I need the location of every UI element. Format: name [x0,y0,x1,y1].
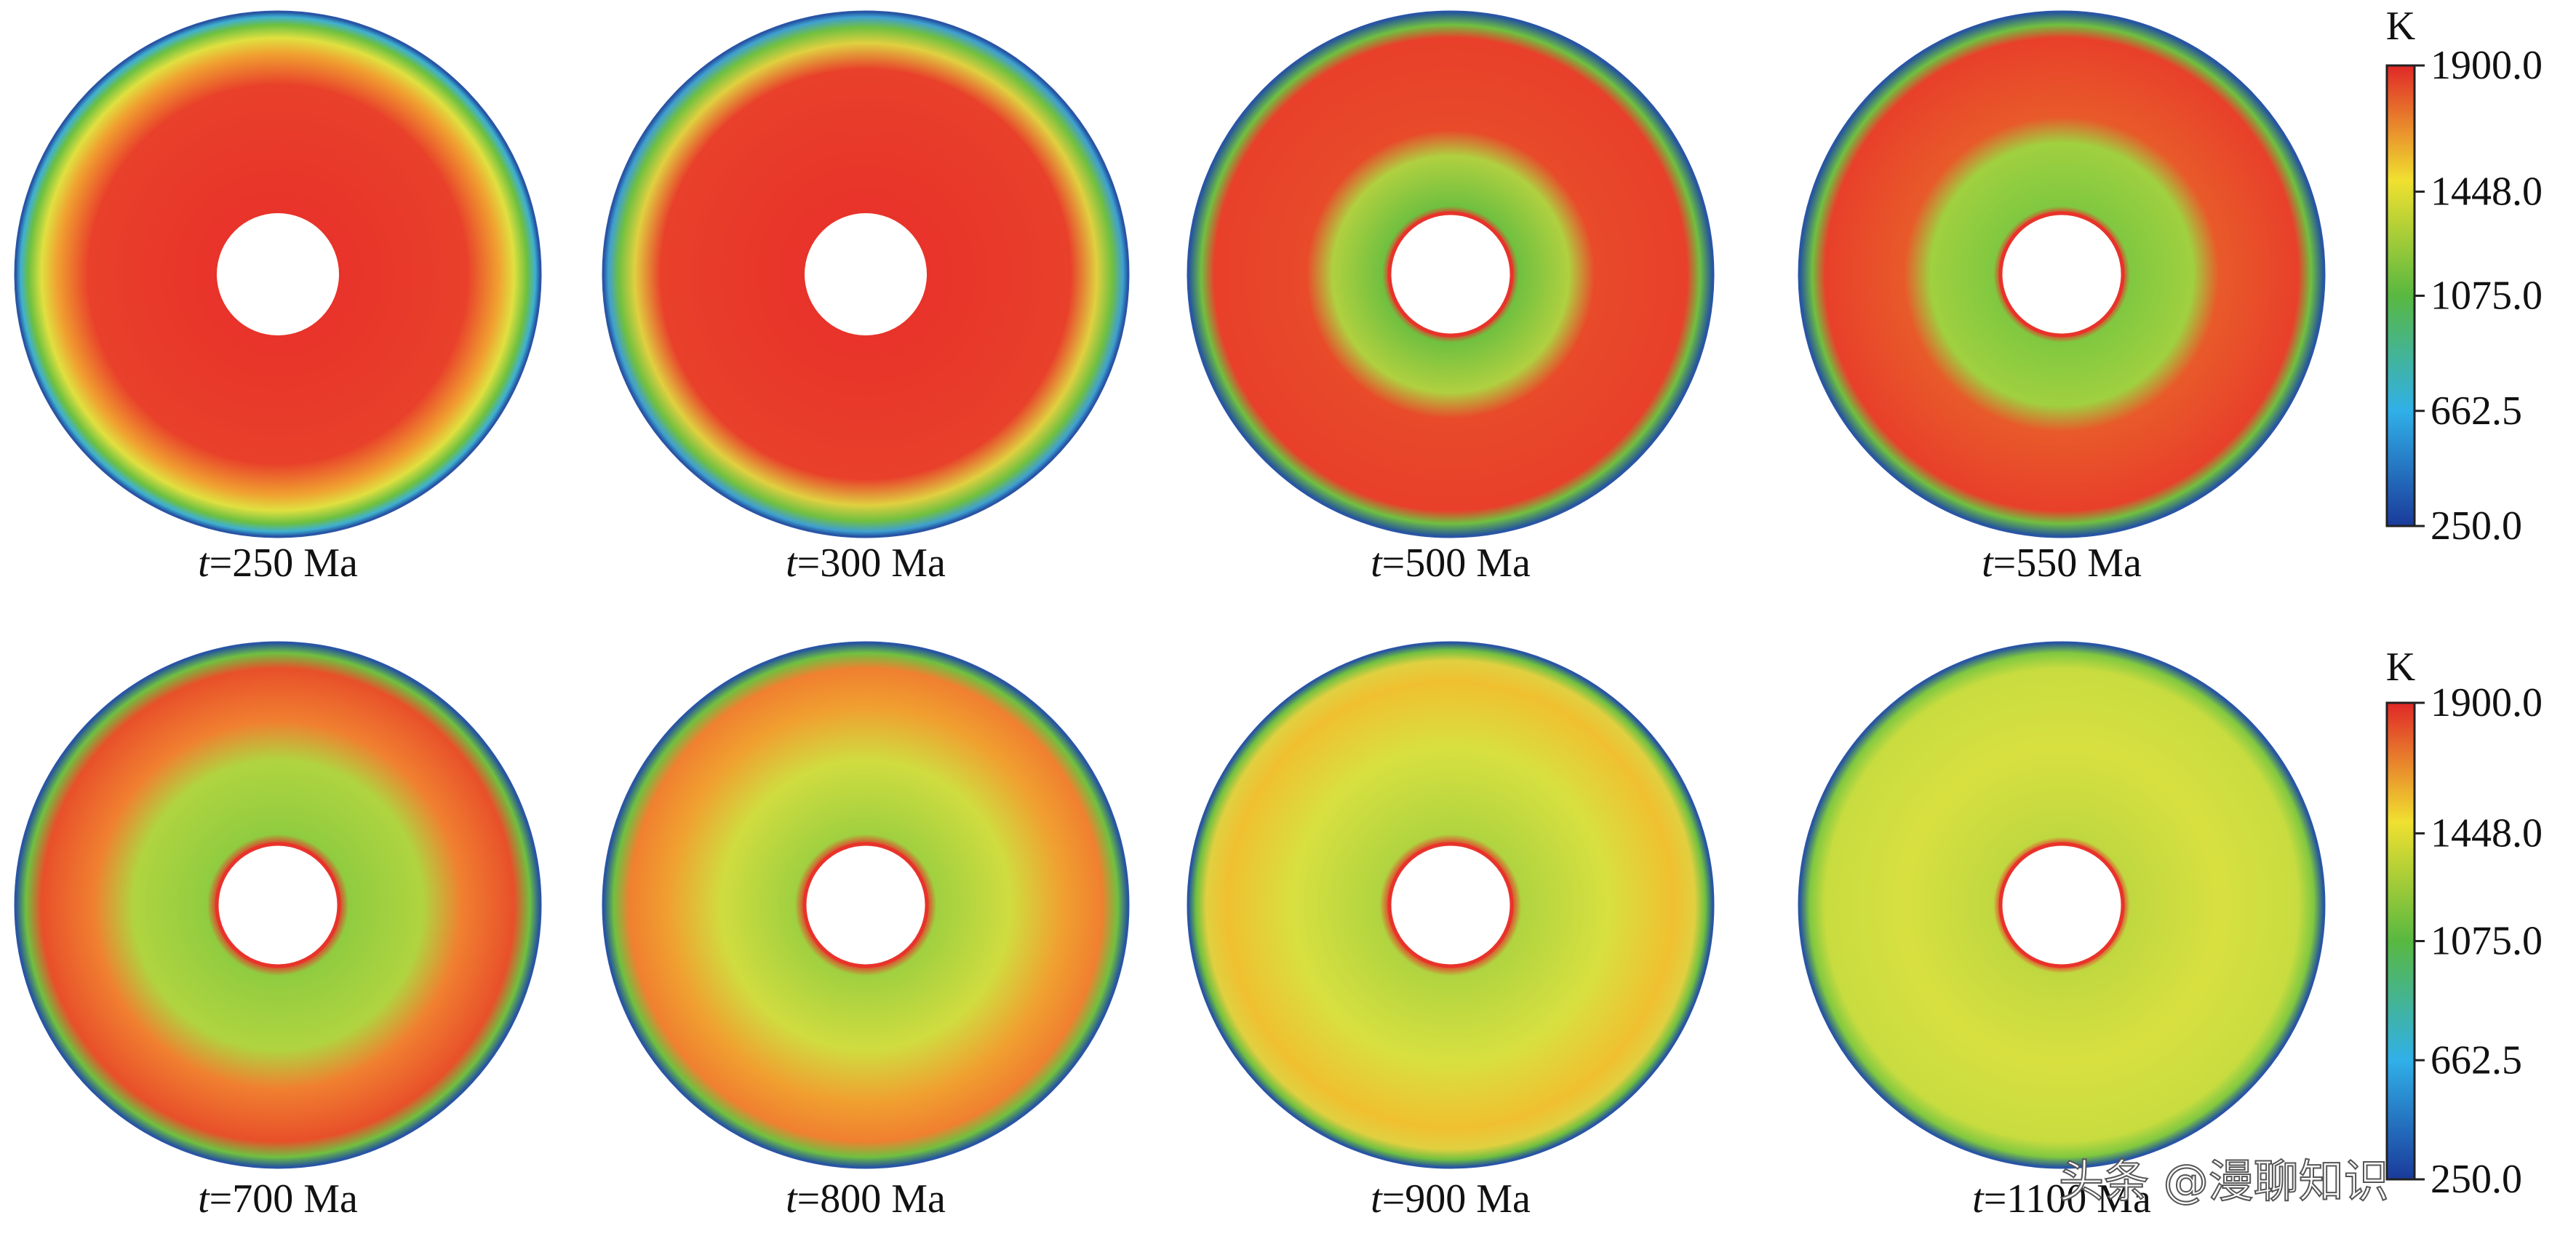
colorbar-tick-label: 250.0 [2431,1157,2522,1202]
panel-label: t=300 Ma [786,541,946,586]
time-value: =1100 Ma [1984,1176,2151,1222]
colorbar-tick-label: 1900.0 [2431,43,2543,88]
time-variable: t [786,1176,798,1222]
panel-label: t=250 Ma [198,541,358,586]
panel-label: t=500 Ma [1371,541,1531,586]
time-variable: t [198,541,210,586]
time-value: =300 Ma [797,541,946,586]
colorbar [2385,64,2416,527]
colorbar-tick-label: 662.5 [2431,389,2522,434]
time-value: =800 Ma [797,1176,946,1222]
panel-label: t=900 Ma [1371,1176,1531,1222]
core [1387,842,1514,968]
colorbar-tick-label: 1448.0 [2431,810,2543,856]
time-variable: t [1982,541,1994,586]
time-value: =250 Ma [210,541,358,586]
time-variable: t [1371,1176,1383,1222]
colorbar-tick-label: 1075.0 [2431,274,2543,319]
panel-label: t=800 Ma [786,1176,946,1222]
colorbar-tick-label: 662.5 [2431,1037,2522,1083]
core [1998,842,2125,968]
colorbar [2385,701,2416,1181]
panel-label: t=1100 Ma [1972,1176,2151,1222]
time-variable: t [786,541,798,586]
colorbar-tick-label: 1075.0 [2431,919,2543,964]
core [805,213,927,335]
colorbar-tick-label: 250.0 [2431,503,2522,549]
content: t=250 Ma t=300 Ma t=500 Ma t=550 Mat=700 Ma… [14,4,2543,1222]
colorbar-tick-label: 1448.0 [2431,169,2543,214]
colorbar-unit: K [2386,4,2415,49]
colorbar-unit: K [2386,645,2415,690]
time-value: =550 Ma [1993,541,2142,586]
watermark: 头条 @漫聊知识 [2059,1155,2389,1208]
core [1387,211,1514,338]
time-variable: t [198,1176,210,1222]
core [1998,211,2125,338]
time-variable: t [1972,1176,1985,1222]
panel-label: t=700 Ma [198,1176,358,1222]
time-variable: t [1371,541,1383,586]
panel-label: t=550 Ma [1982,541,2142,586]
time-value: =900 Ma [1382,1176,1531,1222]
time-value: =500 Ma [1382,541,1531,586]
time-value: =700 Ma [210,1176,358,1222]
core [217,213,339,335]
core [215,842,341,968]
core [802,842,929,968]
colorbar-tick-label: 1900.0 [2431,680,2543,725]
